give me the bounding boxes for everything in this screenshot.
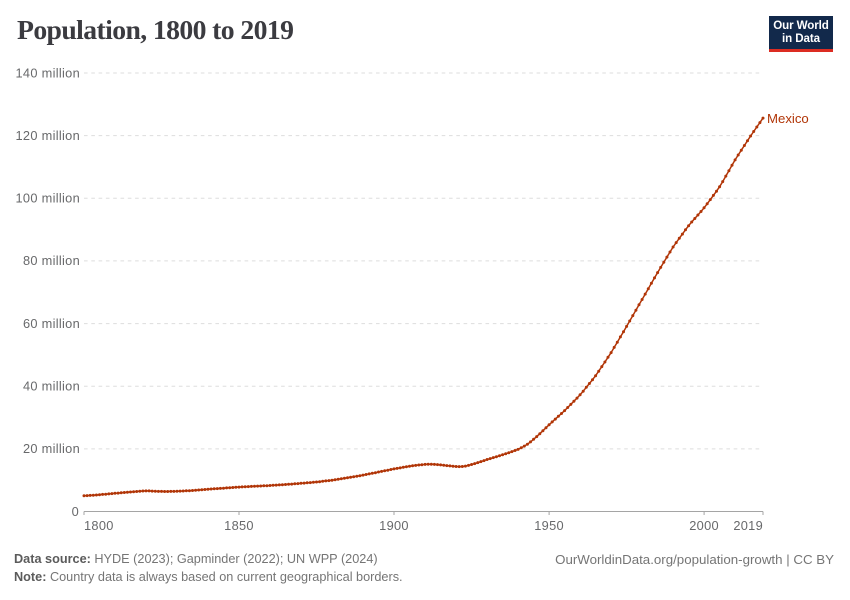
svg-text:0: 0: [72, 504, 79, 519]
svg-text:100 million: 100 million: [16, 191, 80, 206]
svg-text:120 million: 120 million: [16, 128, 80, 143]
svg-text:40 million: 40 million: [23, 379, 80, 394]
svg-text:1850: 1850: [224, 518, 254, 533]
svg-text:2000: 2000: [689, 518, 719, 533]
svg-text:Mexico: Mexico: [767, 111, 809, 126]
svg-text:140 million: 140 million: [16, 65, 80, 80]
svg-text:1900: 1900: [379, 518, 409, 533]
svg-text:2019: 2019: [733, 518, 763, 533]
svg-text:20 million: 20 million: [23, 441, 80, 456]
svg-text:1800: 1800: [84, 518, 114, 533]
svg-text:60 million: 60 million: [23, 316, 80, 331]
svg-text:80 million: 80 million: [23, 253, 80, 268]
svg-text:1950: 1950: [534, 518, 564, 533]
